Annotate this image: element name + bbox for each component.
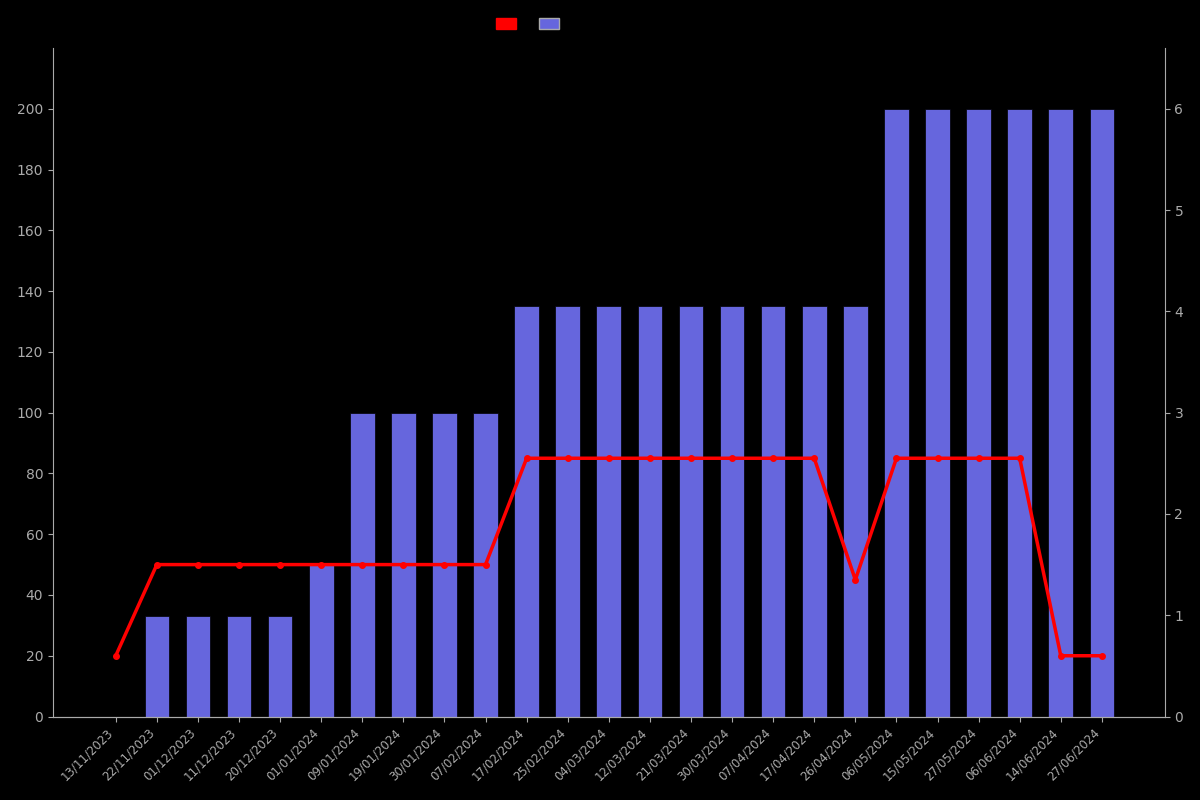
Bar	[884, 109, 908, 717]
Bar	[761, 306, 786, 717]
Bar	[556, 306, 580, 717]
Bar	[432, 413, 457, 717]
Bar	[1007, 109, 1032, 717]
Bar	[637, 306, 662, 717]
Bar	[802, 306, 827, 717]
Bar	[308, 565, 334, 717]
Bar	[350, 413, 374, 717]
Bar	[515, 306, 539, 717]
Bar	[473, 413, 498, 717]
Bar	[268, 616, 293, 717]
Bar	[1090, 109, 1114, 717]
Bar	[679, 306, 703, 717]
Bar	[966, 109, 991, 717]
Bar	[844, 306, 868, 717]
Bar	[227, 616, 251, 717]
Bar	[1049, 109, 1073, 717]
Bar	[391, 413, 415, 717]
Bar	[925, 109, 950, 717]
Bar	[596, 306, 622, 717]
Legend:  ,  : ,	[491, 14, 570, 34]
Bar	[144, 616, 169, 717]
Bar	[186, 616, 210, 717]
Bar	[720, 306, 744, 717]
